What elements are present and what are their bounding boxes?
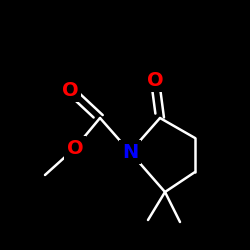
- Text: O: O: [62, 80, 78, 100]
- Text: O: O: [147, 70, 163, 90]
- Text: N: N: [122, 142, 138, 162]
- Text: O: O: [67, 138, 83, 158]
